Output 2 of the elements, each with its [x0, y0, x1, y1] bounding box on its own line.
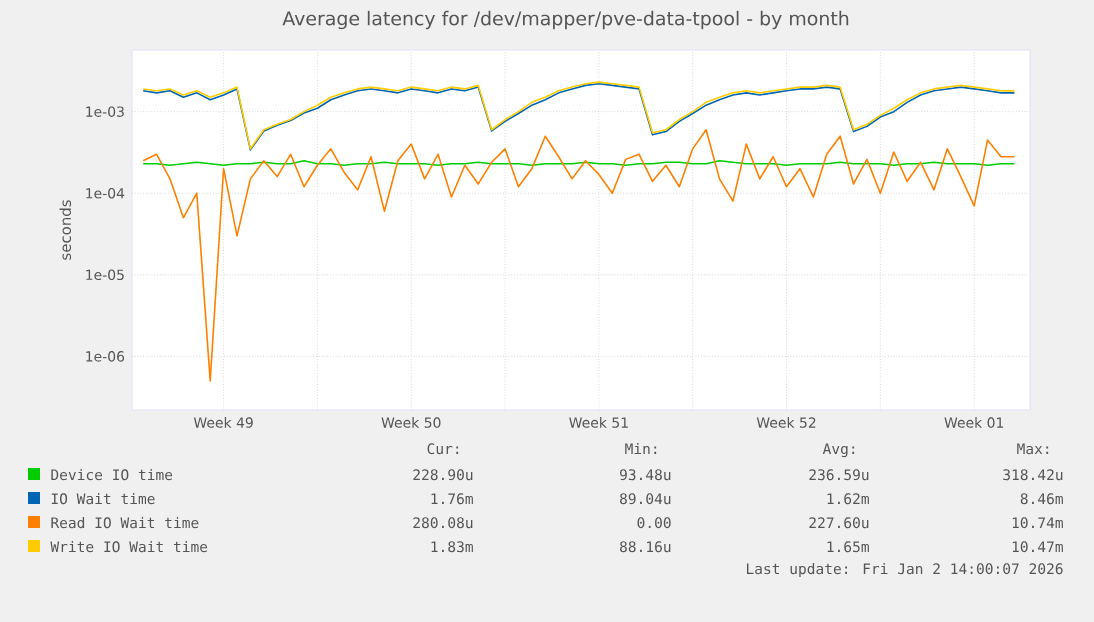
chart-title: Average latency for /dev/mapper/pve-data-tpool - by month	[282, 10, 849, 30]
line-series	[142, 128, 1016, 382]
